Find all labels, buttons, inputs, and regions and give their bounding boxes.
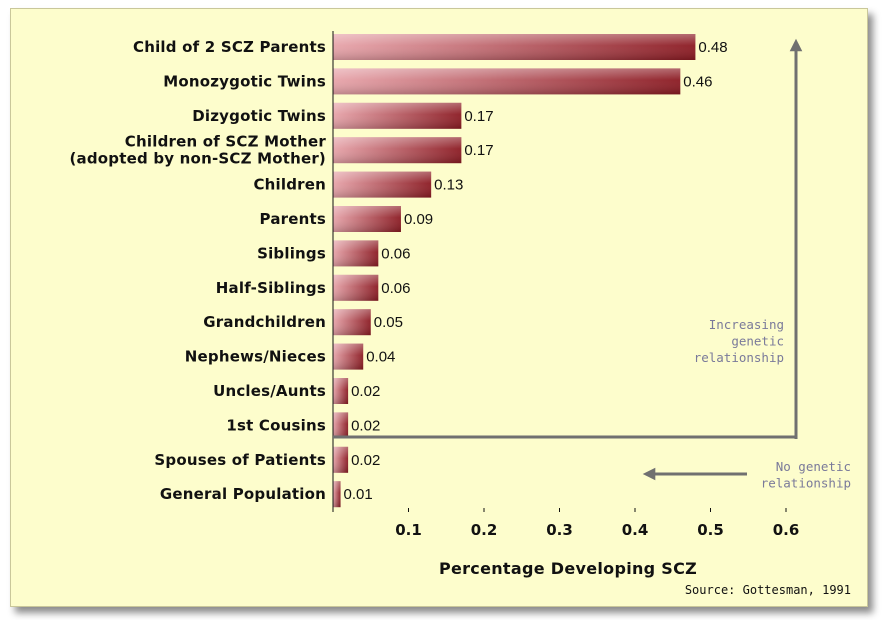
x-tick-label: 0.2 <box>471 521 498 539</box>
value-label: 0.48 <box>698 39 727 56</box>
increasing-relationship-note: genetic <box>731 334 784 349</box>
category-label: Uncles/Aunts <box>213 382 326 400</box>
category-label: 1st Cousins <box>226 416 326 434</box>
bar-shine <box>333 274 379 301</box>
category-label: Grandchildren <box>203 313 326 331</box>
category-label: Half-Siblings <box>216 279 326 297</box>
category-label: (adopted by non-SCZ Mother) <box>69 150 326 168</box>
category-labels: Child of 2 SCZ Parents Monozygotic Twins D… <box>69 38 326 503</box>
increasing-relationship-note: relationship <box>694 350 784 365</box>
bar-shine <box>333 412 349 439</box>
increasing-relationship-note: Increasing <box>709 317 784 332</box>
category-label: Nephews/Nieces <box>185 348 326 366</box>
value-label: 0.17 <box>464 108 493 125</box>
value-label: 0.06 <box>381 280 410 297</box>
category-label: Child of 2 SCZ Parents <box>133 38 326 56</box>
bar-shine <box>333 343 364 370</box>
bar-chart: Child of 2 SCZ Parents Monozygotic Twins D… <box>69 31 851 597</box>
bar-shine <box>333 102 462 129</box>
value-label: 0.04 <box>366 349 395 366</box>
bar-shine <box>333 446 349 473</box>
value-label: 0.02 <box>351 417 380 434</box>
bar-shine <box>333 481 341 508</box>
no-genetic-relationship-note: No genetic <box>776 459 851 474</box>
category-label: Parents <box>260 210 326 228</box>
value-label: 0.09 <box>404 211 433 228</box>
bar-shine <box>333 240 379 267</box>
category-label: Siblings <box>257 244 326 262</box>
category-label: Spouses of Patients <box>154 451 326 469</box>
category-label: Monozygotic Twins <box>163 72 326 90</box>
bar-shine <box>333 137 462 164</box>
value-label: 0.06 <box>381 245 410 262</box>
bar-shine <box>333 206 401 232</box>
chart-panel: Child of 2 SCZ Parents Monozygotic Twins D… <box>10 8 868 607</box>
category-label: Children <box>253 176 326 194</box>
no-genetic-relationship-note: relationship <box>761 476 851 491</box>
bar-shine <box>333 309 371 336</box>
value-label: 0.46 <box>683 73 712 90</box>
source-note: Source: Gottesman, 1991 <box>685 583 851 597</box>
x-axis-ticks: 0.1 0.2 0.3 0.4 0.5 0.6 <box>395 508 799 539</box>
category-label: General Population <box>160 485 326 503</box>
x-tick-label: 0.4 <box>622 521 649 539</box>
bar-shine <box>333 68 681 95</box>
x-axis-title: Percentage Developing SCZ <box>439 559 697 578</box>
x-tick-label: 0.3 <box>546 521 573 539</box>
bar-shine <box>333 171 432 198</box>
value-label: 0.02 <box>351 383 380 400</box>
bars-group <box>333 34 696 508</box>
value-label: 0.05 <box>374 314 403 331</box>
x-tick-label: 0.1 <box>395 521 422 539</box>
x-tick-label: 0.6 <box>773 521 800 539</box>
bar-shine <box>333 378 349 404</box>
value-label: 0.17 <box>464 142 493 159</box>
category-label: Children of SCZ Mother <box>125 133 327 151</box>
value-label: 0.02 <box>351 452 380 469</box>
bar-shine <box>333 34 696 60</box>
x-tick-label: 0.5 <box>697 521 724 539</box>
value-label: 0.13 <box>434 177 463 194</box>
value-label: 0.01 <box>344 486 373 503</box>
category-label: Dizygotic Twins <box>192 107 326 125</box>
value-labels: 0.48 0.46 0.17 0.17 0.130.09 0.06 0.06 0.05 0.04… <box>344 39 728 503</box>
